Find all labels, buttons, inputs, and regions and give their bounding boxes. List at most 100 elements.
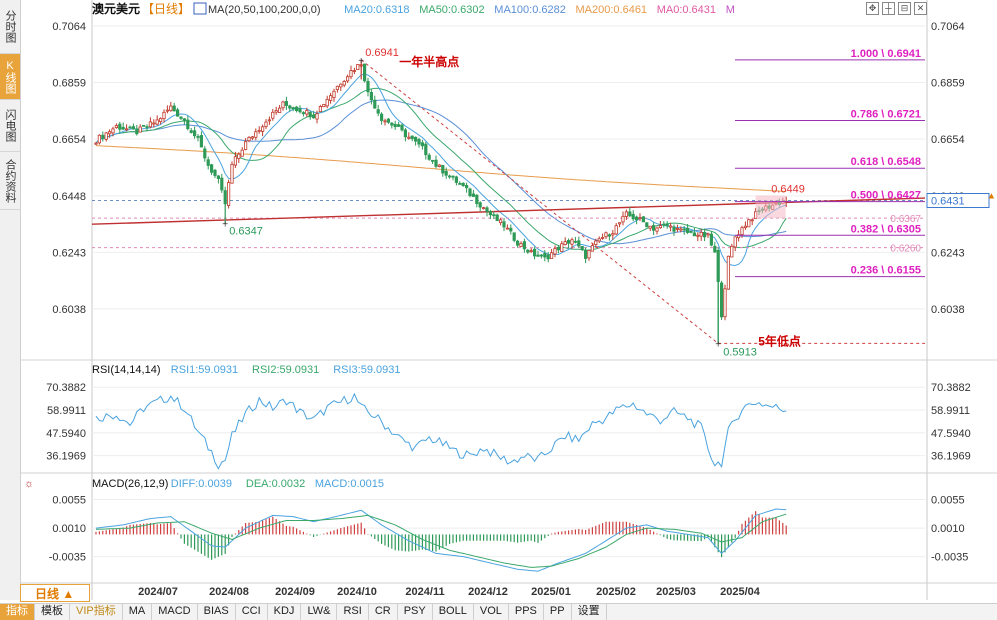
candle-body xyxy=(553,248,557,255)
candle-body xyxy=(169,105,173,112)
left-tab-2[interactable]: 闪电图 xyxy=(0,100,20,152)
high-marker: + xyxy=(358,56,364,67)
candle-body xyxy=(305,110,309,115)
chart-canvas[interactable]: 0.7064 0.7064 0.6859 0.6859 0.6654 0.6654 0.64… xyxy=(0,0,997,603)
candle-body xyxy=(182,118,186,122)
candle-body xyxy=(325,99,329,107)
rsi-tick-left: 36.1969 xyxy=(46,451,86,463)
candle-body xyxy=(604,232,608,238)
candle-body xyxy=(101,134,105,139)
fib-level-label: 1.000 \ 0.6941 xyxy=(851,48,921,60)
close-icon[interactable]: ✕ xyxy=(914,2,927,15)
candle-body xyxy=(366,80,370,93)
indicator-tab-13[interactable]: VOL xyxy=(474,604,509,620)
candle-body xyxy=(379,113,384,121)
candle-body xyxy=(138,126,142,133)
candle-body xyxy=(424,143,428,156)
indicator-tab-5[interactable]: BIAS xyxy=(198,604,236,620)
candle-body xyxy=(369,91,374,101)
candle-body xyxy=(186,119,190,130)
left-tabbar: 分时图 K线图 闪电图 合约资料 xyxy=(0,0,21,600)
indicator-tab-0[interactable]: 指标 xyxy=(0,604,35,620)
indicator-tab-2[interactable]: VIP指标 xyxy=(70,604,123,620)
indicator-tab-4[interactable]: MACD xyxy=(152,604,198,620)
candle-body xyxy=(556,246,561,251)
candle-body xyxy=(155,119,159,125)
candle-body xyxy=(281,101,285,109)
candle-body xyxy=(393,123,397,128)
candle-body xyxy=(529,250,533,252)
indicator-tab-10[interactable]: CR xyxy=(369,604,398,620)
indicator-tab-12[interactable]: BOLL xyxy=(433,604,474,620)
indicator-tab-15[interactable]: PP xyxy=(544,604,572,620)
candle-body xyxy=(628,211,632,217)
candle-body xyxy=(516,240,520,246)
rsi-tick-left: 58.9911 xyxy=(47,405,86,417)
candle-body xyxy=(505,227,510,230)
candle-body xyxy=(233,156,237,166)
candle-body xyxy=(111,128,115,134)
candle-body xyxy=(135,128,139,135)
indicator-tab-16[interactable]: 设置 xyxy=(572,604,607,620)
move-icon[interactable]: ✥ xyxy=(866,2,879,15)
candle-body xyxy=(220,177,224,191)
candle-body xyxy=(481,207,486,210)
left-tab-3[interactable]: 合约资料 xyxy=(0,152,20,210)
main-header-value: MA200:0.6461 xyxy=(576,4,648,16)
candle-body xyxy=(692,232,697,237)
candle-body xyxy=(179,116,183,119)
candle-body xyxy=(614,225,618,235)
indicator-tab-6[interactable]: CCI xyxy=(236,604,268,620)
candle-body xyxy=(339,83,343,88)
candle-body xyxy=(689,230,693,233)
price-tick-right: 0.6243 xyxy=(931,247,965,259)
candle-body xyxy=(682,228,686,231)
candle-body xyxy=(471,193,476,197)
candle-body xyxy=(131,126,135,130)
indicator-tab-9[interactable]: RSI xyxy=(337,604,369,620)
candle-body xyxy=(536,254,540,257)
candle-body xyxy=(641,216,646,223)
ma100-line xyxy=(95,99,787,245)
candle-body xyxy=(437,164,442,167)
main-header-value: MA0:0.6431 xyxy=(657,4,716,16)
candle-body xyxy=(601,237,605,239)
candle-body xyxy=(403,129,408,138)
candle-body xyxy=(550,252,554,259)
candle-body xyxy=(390,122,394,126)
indicator-tab-14[interactable]: PPS xyxy=(509,604,544,620)
left-tab-1[interactable]: K线图 xyxy=(0,54,20,100)
candle-body xyxy=(577,240,581,247)
main-header-value: MA100:0.6282 xyxy=(494,4,566,16)
candle-body xyxy=(271,111,275,119)
left-tab-0[interactable]: 分时图 xyxy=(0,0,20,54)
indicator-tab-7[interactable]: KDJ xyxy=(268,604,302,620)
candle-body xyxy=(560,243,564,252)
candle-body xyxy=(696,234,700,237)
indicator-tab-8[interactable]: LW& xyxy=(301,604,338,620)
candle-body xyxy=(417,139,421,145)
price-annotation: 一年半高点 xyxy=(399,54,459,69)
ma200-line xyxy=(95,145,787,192)
macd-header-value: MACD:0.0015 xyxy=(315,478,384,490)
candle-body xyxy=(672,226,676,232)
candle-body xyxy=(94,142,98,145)
candle-body xyxy=(652,225,656,231)
candle-body xyxy=(468,188,472,197)
period-selector[interactable]: 日线 ▲ xyxy=(20,584,90,602)
indicator-tab-3[interactable]: MA xyxy=(123,604,153,620)
candle-body xyxy=(726,255,731,290)
candle-body xyxy=(410,135,414,140)
indicator-tab-1[interactable]: 模板 xyxy=(35,604,70,620)
zoom-out-icon[interactable]: ⊟ xyxy=(898,2,911,15)
macd-header-title: MACD(26,12,9) xyxy=(92,478,168,490)
crosshair-icon[interactable]: ┼ xyxy=(882,2,895,15)
candle-body xyxy=(230,163,234,184)
candle-body xyxy=(376,109,380,114)
candle-body xyxy=(686,227,690,233)
candle-body xyxy=(356,64,360,70)
rsi-line xyxy=(95,392,787,470)
indicator-tab-11[interactable]: PSY xyxy=(398,604,433,620)
candle-body xyxy=(250,136,254,139)
fib-level-label: 0.382 \ 0.6305 xyxy=(851,223,921,235)
